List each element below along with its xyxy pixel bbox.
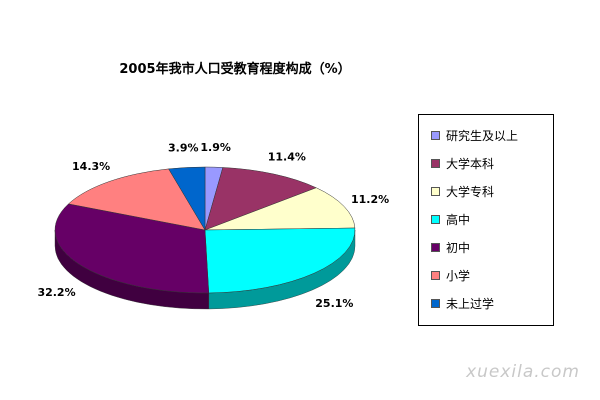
pie-slice-1: [204, 167, 317, 231]
legend-label: 小学: [446, 268, 471, 283]
legend-item: 研究生及以上: [431, 121, 553, 149]
legend-swatch: [431, 270, 440, 280]
legend-label: 初中: [446, 240, 471, 255]
legend-swatch: [431, 214, 440, 224]
legend-swatch: [431, 186, 440, 196]
data-label: 11.2%: [351, 193, 389, 206]
legend-swatch: [431, 158, 440, 168]
chart-legend: 研究生及以上 大学本科大学专科高中初中小学未上过学: [418, 114, 554, 326]
data-label: 14.3%: [72, 160, 110, 173]
legend-item: 大学专科: [431, 177, 553, 205]
data-label: 25.1%: [315, 297, 353, 310]
chart-title: 2005年我市人口受教育程度构成（%）: [119, 62, 351, 77]
legend-item: 小学: [431, 261, 553, 289]
data-label: 3.9%: [168, 142, 199, 155]
legend-label: 研究生及以上: [446, 128, 519, 143]
watermark: xuexila.com: [466, 362, 580, 382]
pie-slice-6: [168, 166, 206, 231]
legend-label: 高中: [446, 212, 471, 227]
legend-swatch: [431, 130, 440, 140]
legend-item: 高中: [431, 205, 553, 233]
legend-item: 大学本科: [431, 149, 553, 177]
pie-slice-4: [54, 203, 210, 294]
pie-slice-3: [204, 227, 356, 294]
legend-swatch: [431, 242, 440, 252]
legend-item: 初中: [431, 233, 553, 261]
legend-swatch: [431, 298, 440, 308]
legend-item: 未上过学: [431, 289, 553, 317]
pie-slice-2: [204, 187, 356, 231]
legend-label: 大学本科: [446, 156, 495, 171]
data-label: 1.9%: [200, 141, 231, 154]
data-label: 32.2%: [37, 286, 75, 299]
legend-label: 未上过学: [446, 296, 495, 311]
legend-label: 大学专科: [446, 184, 495, 199]
pie-slice-5: [67, 168, 206, 231]
data-label: 11.4%: [268, 150, 306, 163]
